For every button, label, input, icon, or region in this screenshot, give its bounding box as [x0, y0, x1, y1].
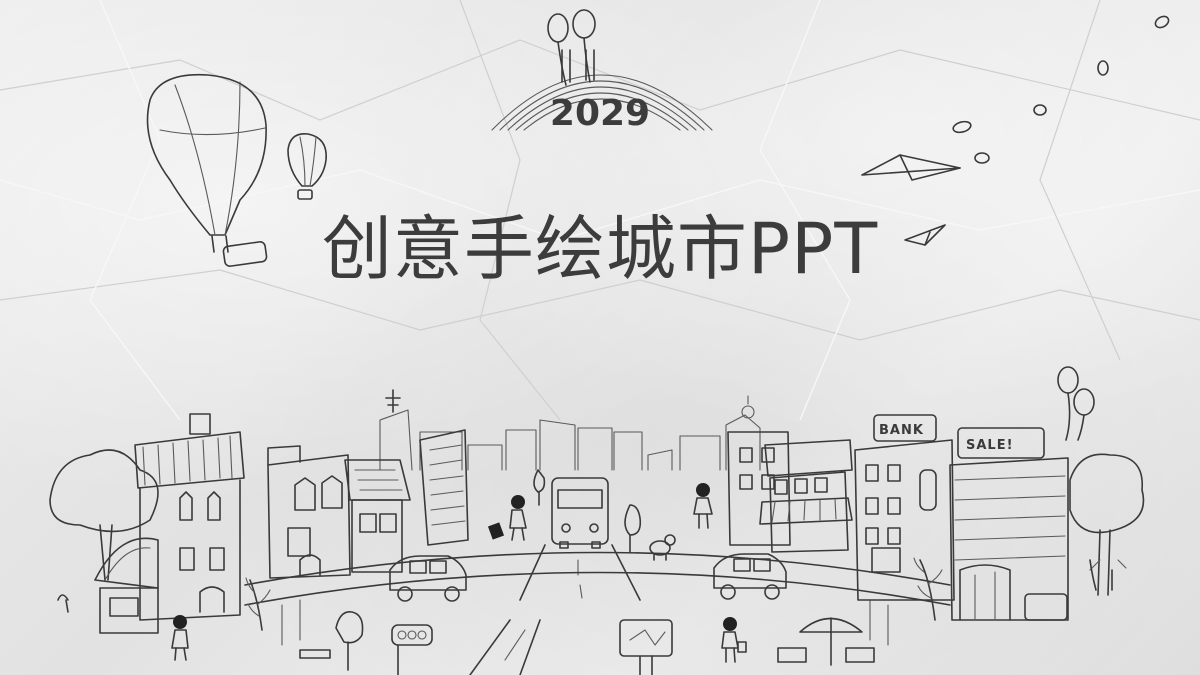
tree-left-icon [49, 449, 159, 581]
small-balloon-icon [287, 133, 327, 200]
car-right-icon [713, 553, 787, 600]
person-girl-right-icon [693, 483, 713, 529]
sale-sign: SALE! [966, 438, 1014, 453]
building-center-right [727, 431, 791, 546]
rainbow-icon [491, 74, 713, 131]
tree-middle-icon [533, 469, 642, 553]
shop-striped-awning [759, 439, 853, 553]
building-brick-left [267, 445, 351, 579]
bus-icon [551, 477, 609, 549]
dog-icon [649, 534, 676, 561]
road [469, 544, 641, 675]
bank-sign: BANK [879, 423, 924, 438]
house-tall-left [134, 413, 245, 621]
skyline-background [379, 389, 761, 471]
flight-path-dots [952, 15, 1170, 164]
plant-left-icon [57, 577, 271, 631]
person-bottom-right-icon [721, 617, 747, 663]
person-with-suitcase-icon [487, 495, 527, 541]
park-bench-icon [299, 611, 364, 671]
plant-right-icon [913, 557, 1113, 621]
tree-right-icon [1069, 453, 1145, 596]
top-balloons-icon [547, 9, 596, 86]
shop-awning-left [94, 537, 159, 634]
car-left-icon [389, 555, 467, 602]
sale-building [949, 427, 1069, 621]
side-balloons-icon [1057, 366, 1095, 441]
umbrella-table-icon [777, 617, 875, 666]
slide-title: 创意手绘城市PPT [321, 208, 879, 290]
paper-plane-icon [861, 154, 961, 246]
highway-overpass [244, 551, 951, 646]
slide-year: 2029 [549, 93, 651, 134]
traffic-light-icon [391, 624, 433, 675]
road-sign-icon [619, 619, 673, 675]
bank-building [854, 414, 955, 601]
person-bottom-left-icon [171, 615, 189, 661]
office-tower [419, 429, 469, 546]
house-gable-roof [344, 459, 411, 573]
paper-texture [0, 0, 1200, 421]
hot-air-balloon-icon [146, 73, 268, 267]
